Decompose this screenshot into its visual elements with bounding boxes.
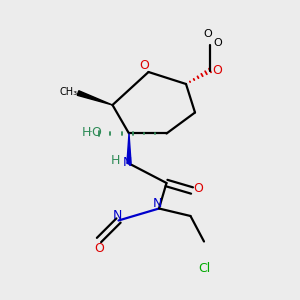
Polygon shape — [77, 91, 112, 105]
Text: O: O — [213, 64, 222, 77]
Text: N: N — [153, 196, 162, 210]
Text: N: N — [123, 156, 132, 169]
Text: CH₃: CH₃ — [59, 86, 77, 97]
Text: O: O — [194, 182, 203, 195]
Text: O: O — [203, 28, 212, 39]
Text: O: O — [94, 242, 104, 255]
Polygon shape — [127, 134, 131, 164]
Text: N: N — [112, 208, 122, 222]
Text: Cl: Cl — [198, 262, 210, 275]
Text: H: H — [82, 126, 91, 139]
Text: ·O: ·O — [88, 126, 102, 139]
Text: O: O — [213, 38, 222, 49]
Text: O: O — [139, 59, 149, 72]
Text: H: H — [111, 154, 120, 167]
